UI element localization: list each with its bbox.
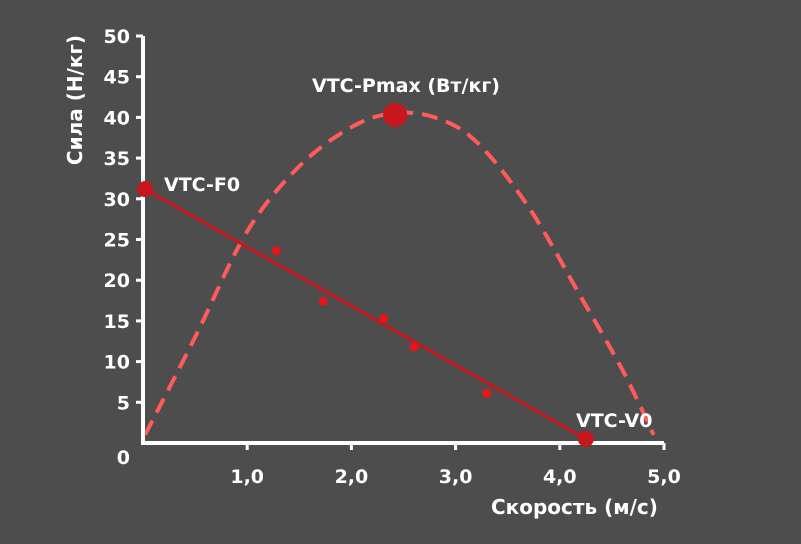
annotation-f0-label: VTC-F0 bbox=[164, 174, 240, 196]
data-point-3 bbox=[379, 313, 389, 323]
x-tick-label-2,0: 2,0 bbox=[335, 466, 369, 488]
x-tick-label-4,0: 4,0 bbox=[543, 466, 577, 488]
annotation-pmax-label: VTC-Pmax (Вт/кг) bbox=[312, 75, 500, 97]
force-velocity-line bbox=[144, 187, 587, 441]
y-tick-label-30: 30 bbox=[104, 189, 130, 211]
data-point-5 bbox=[482, 388, 492, 398]
y-tick-label-35: 35 bbox=[104, 148, 130, 170]
annotation-pmax-marker bbox=[383, 102, 408, 127]
force-line-layer bbox=[144, 187, 587, 441]
y-tick-label-50: 50 bbox=[104, 26, 130, 48]
y-tick-label-15: 15 bbox=[104, 311, 130, 333]
ticks: 0 5 10 15 20 25 30 35 40 45 50 1,0 2,0 3,0 4,0 5,0 bbox=[104, 26, 681, 488]
x-tick-label-1,0: 1,0 bbox=[230, 466, 264, 488]
y-tick-label-40: 40 bbox=[104, 107, 130, 129]
annotation-v0-marker bbox=[577, 430, 594, 447]
data-points-layer bbox=[271, 246, 492, 398]
x-tick-label-5,0: 5,0 bbox=[647, 466, 681, 488]
y-tick-label-0: 0 bbox=[117, 447, 130, 469]
annotation-v0-label: VTC-V0 bbox=[576, 410, 652, 432]
y-tick-label-5: 5 bbox=[117, 392, 130, 414]
x-tick-label-3,0: 3,0 bbox=[439, 466, 473, 488]
power-curve bbox=[143, 110, 656, 436]
annotation-f0-marker bbox=[137, 181, 154, 198]
y-tick-label-20: 20 bbox=[104, 270, 130, 292]
annotation-markers bbox=[137, 102, 594, 447]
data-point-4 bbox=[409, 342, 419, 352]
y-axis-title: Сила (Н/кг) bbox=[63, 35, 87, 165]
y-tick-label-25: 25 bbox=[104, 230, 130, 252]
data-point-1 bbox=[271, 246, 281, 256]
y-tick-label-45: 45 bbox=[104, 67, 130, 89]
axes bbox=[141, 36, 664, 445]
x-axis-title: Скорость (м/с) bbox=[491, 495, 658, 519]
y-tick-label-10: 10 bbox=[104, 352, 130, 374]
power-curve-layer bbox=[143, 110, 656, 436]
data-point-2 bbox=[318, 296, 328, 306]
